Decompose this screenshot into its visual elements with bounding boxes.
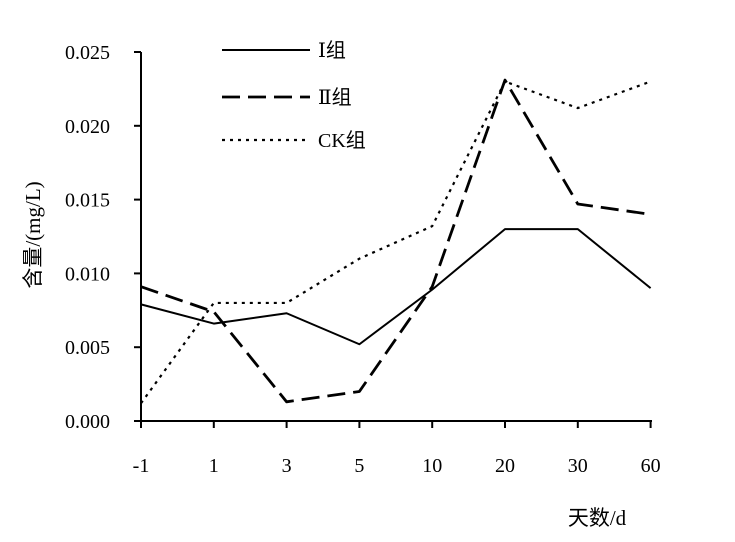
y-tick-label: 0.020 — [65, 116, 110, 138]
x-tick-label: 60 — [641, 455, 661, 477]
x-tick-label: -1 — [133, 455, 150, 477]
x-tick-label: 3 — [282, 455, 292, 477]
series-line-dashed — [140, 78, 651, 404]
y-tick-label: 0.010 — [65, 263, 110, 285]
y-tick-label: 0.025 — [65, 42, 110, 64]
legend-label: Ⅱ组 — [318, 86, 352, 109]
y-tick-label: 0.000 — [65, 411, 110, 433]
x-tick-label: 10 — [422, 455, 442, 477]
axes — [140, 52, 652, 422]
series-line-solid — [140, 228, 652, 346]
x-tick-label: 1 — [209, 455, 219, 477]
x-tick-label: 5 — [354, 455, 364, 477]
x-ticks: -1 1 3 5 10 20 30 60 — [133, 421, 661, 477]
y-tick-label: 0.005 — [65, 337, 110, 359]
x-tick-label: 30 — [568, 455, 588, 477]
x-tick-label: 20 — [495, 455, 515, 477]
y-ticks: 0.000 0.005 0.010 0.015 0.020 0.025 — [65, 42, 141, 433]
series-line-dotted — [140, 80, 651, 404]
legend-label: Ⅰ组 — [318, 39, 346, 62]
y-tick-label: 0.015 — [65, 190, 110, 212]
legend-label: CK组 — [318, 129, 366, 152]
x-axis-title: 天数/d — [568, 506, 627, 530]
y-axis-title: 含量/(mg/L) — [21, 181, 45, 288]
legend: Ⅰ组 Ⅱ组 CK组 — [222, 39, 366, 152]
series-lines — [140, 78, 652, 404]
